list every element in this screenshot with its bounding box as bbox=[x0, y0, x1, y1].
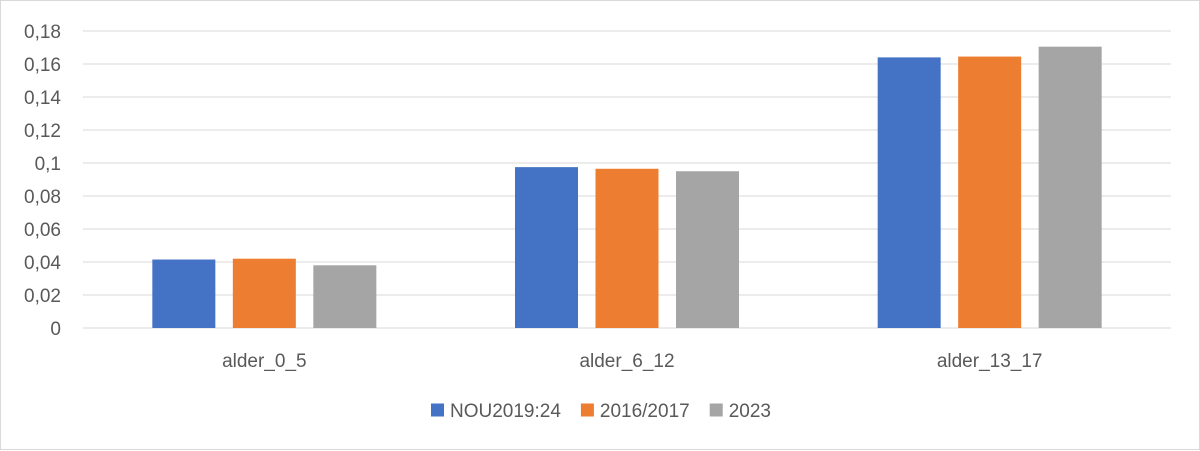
y-tick-label: 0,16 bbox=[24, 55, 61, 76]
y-tick-label: 0,18 bbox=[24, 22, 61, 43]
bar-alder_0_5-series-2 bbox=[313, 265, 377, 328]
y-tick-label: 0,04 bbox=[24, 253, 61, 274]
category-label: alder_13_17 bbox=[937, 351, 1043, 372]
bar-alder_6_12-series-1 bbox=[595, 168, 659, 328]
legend-swatch bbox=[709, 403, 723, 417]
bars bbox=[152, 46, 1102, 329]
legend-label: 2016/2017 bbox=[600, 401, 690, 422]
bar-alder_13_17-series-2 bbox=[1038, 46, 1102, 329]
y-tick-label: 0,02 bbox=[24, 286, 61, 307]
category-label: alder_6_12 bbox=[579, 351, 674, 372]
y-tick-label: 0,06 bbox=[24, 220, 61, 241]
legend-swatch bbox=[580, 403, 594, 417]
bar-alder_6_12-series-2 bbox=[676, 171, 739, 328]
y-tick-label: 0,14 bbox=[24, 88, 61, 109]
y-tick-label: 0 bbox=[50, 319, 61, 340]
y-axis-tick-labels: 0 0,02 0,04 0,06 0,08 0,1 0,12 0,14 0,16 0,18 bbox=[24, 22, 61, 340]
legend: NOU2019:24 2016/2017 2023 bbox=[430, 401, 771, 422]
bar-alder_13_17-series-0 bbox=[877, 57, 941, 329]
legend-swatch bbox=[430, 403, 444, 417]
bar-alder_0_5-series-1 bbox=[232, 258, 296, 328]
bar-alder_13_17-series-1 bbox=[958, 56, 1022, 328]
y-tick-label: 0,12 bbox=[24, 121, 61, 142]
legend-label: NOU2019:24 bbox=[450, 401, 561, 422]
y-tick-label: 0,08 bbox=[24, 187, 61, 208]
y-tick-label: 0,1 bbox=[35, 154, 61, 175]
category-label: alder_0_5 bbox=[222, 351, 307, 372]
legend-label: 2023 bbox=[729, 401, 771, 422]
x-axis-category-labels: alder_0_5 alder_6_12 alder_13_17 bbox=[222, 351, 1042, 372]
bar-alder_6_12-series-0 bbox=[515, 167, 578, 328]
bar-alder_0_5-series-0 bbox=[152, 259, 216, 328]
